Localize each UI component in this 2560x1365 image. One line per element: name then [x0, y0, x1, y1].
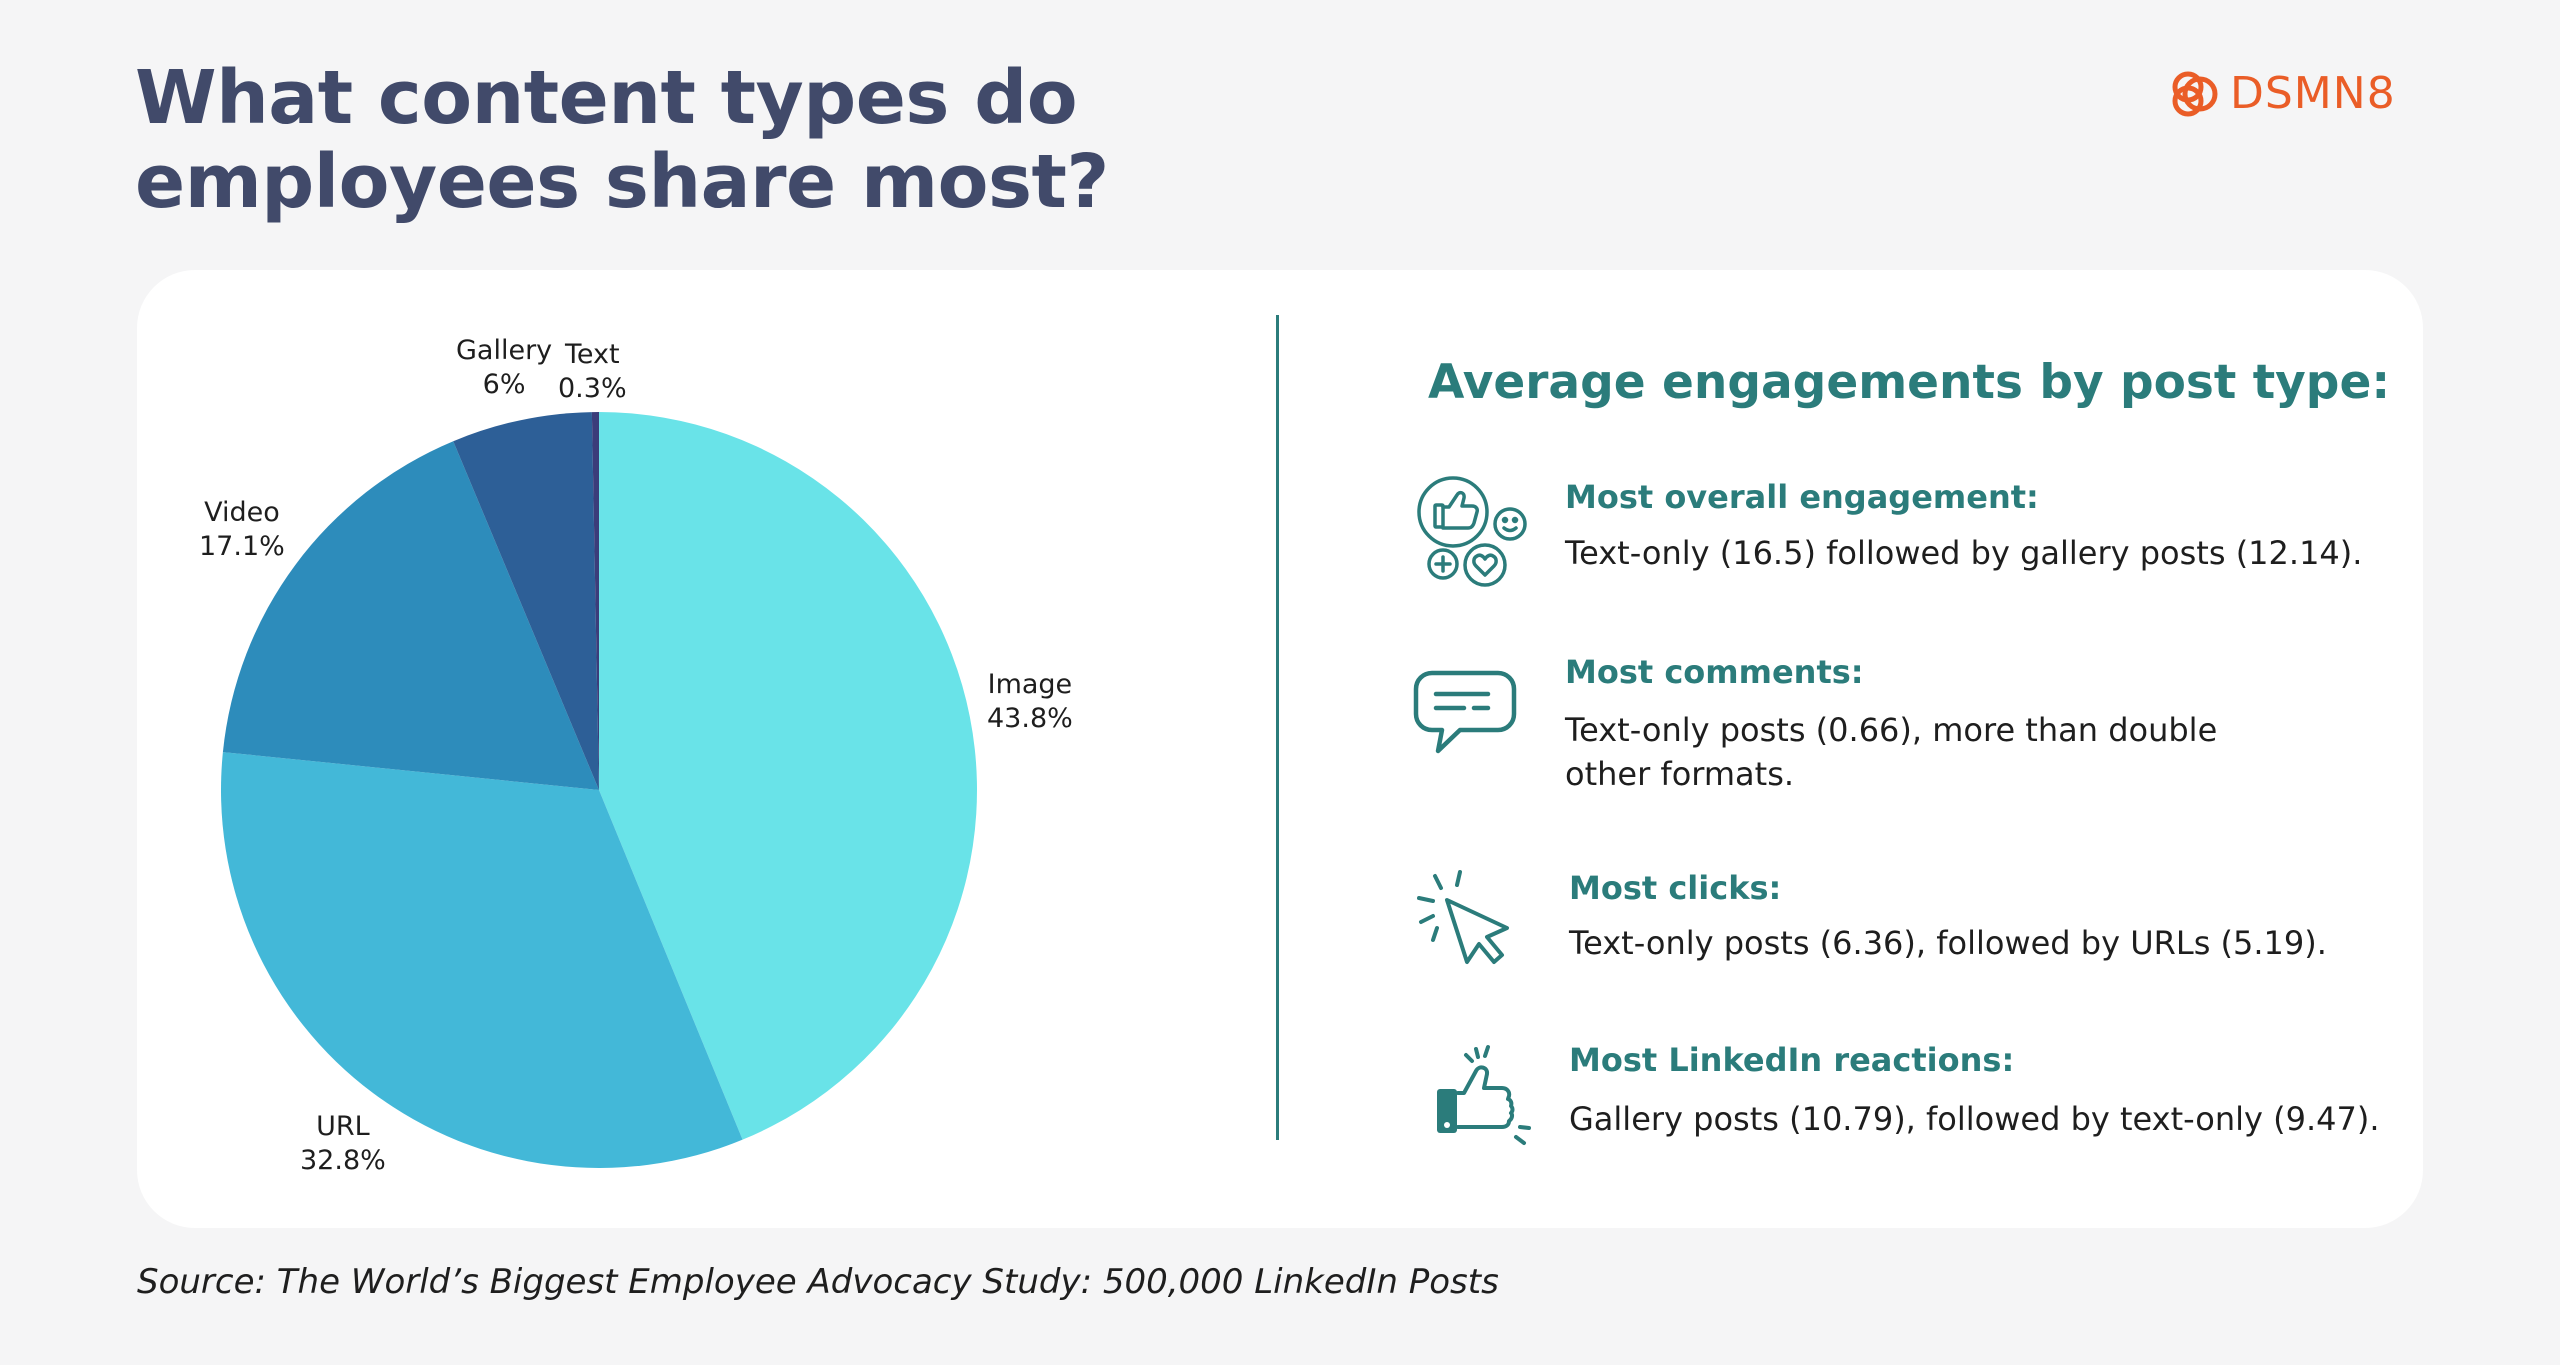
pie-chart [220, 412, 977, 1168]
pie-label-category: Gallery [456, 335, 553, 366]
pie-slice-image [599, 412, 977, 1140]
dsmn8-logo-icon [2172, 71, 2218, 117]
pie-label-value: 43.8% [987, 703, 1073, 734]
pie-slice-gallery [453, 412, 599, 790]
item-title: Most overall engagement: [1565, 478, 2039, 516]
title-line-2: employees share most? [135, 139, 1109, 225]
engagement-icon [1417, 476, 1527, 587]
pie-label-value: 17.1% [199, 531, 285, 562]
pie-label-value: 6% [482, 369, 526, 400]
engagement-heading: Average engagements by post type: [1428, 355, 2391, 410]
click-icon [1417, 870, 1509, 964]
pie-label-category: Video [204, 497, 280, 528]
source-note: Source: The World’s Biggest Employee Adv… [137, 1262, 1499, 1302]
page-title: What content types do employees share mo… [135, 56, 1235, 224]
item-description-line: Text-only posts (6.36), followed by URLs… [1569, 924, 2327, 962]
title-line-1: What content types do [135, 55, 1078, 141]
item-title: Most comments: [1565, 653, 1864, 691]
comment-icon [1413, 670, 1517, 754]
pie-label-url: URL 32.8% [300, 1110, 386, 1178]
item-description: Text-only posts (0.66), more than double… [1565, 708, 2217, 796]
pie-slice-video [222, 441, 599, 790]
pie-slice-text [591, 412, 599, 790]
pie-label-value: 32.8% [300, 1145, 386, 1176]
item-title: Most LinkedIn reactions: [1569, 1041, 2015, 1079]
dsmn8-logo-text: DSMN8 [2230, 68, 2396, 119]
pie-label-gallery: Gallery 6% [456, 334, 552, 402]
item-description-line: Text-only (16.5) followed by gallery pos… [1565, 534, 2363, 572]
item-description: Text-only (16.5) followed by gallery pos… [1565, 531, 2362, 575]
item-description: Text-only posts (6.36), followed by URLs… [1569, 921, 2327, 965]
pie-label-text: Text 0.3% [558, 338, 627, 406]
pie-label-category: Image [987, 669, 1073, 700]
item-description-line: Text-only posts (0.66), more than double [1565, 711, 2218, 749]
item-title: Most clicks: [1569, 869, 1782, 907]
item-description-line: other formats. [1565, 755, 1795, 793]
thumbs-up-icon [1437, 1045, 1531, 1145]
pie-label-video: Video 17.1% [199, 496, 285, 564]
item-description: Gallery posts (10.79), followed by text-… [1569, 1097, 2380, 1141]
pie-label-category: URL [316, 1111, 370, 1142]
pie-label-image: Image 43.8% [987, 668, 1073, 736]
pie-label-category: Text [565, 339, 620, 370]
item-description-line: Gallery posts (10.79), followed by text-… [1569, 1100, 2380, 1138]
card-divider [1276, 315, 1279, 1140]
pie-label-value: 0.3% [558, 373, 627, 404]
pie-slice-url [220, 752, 743, 1168]
dsmn8-logo: DSMN8 [2166, 66, 2396, 122]
